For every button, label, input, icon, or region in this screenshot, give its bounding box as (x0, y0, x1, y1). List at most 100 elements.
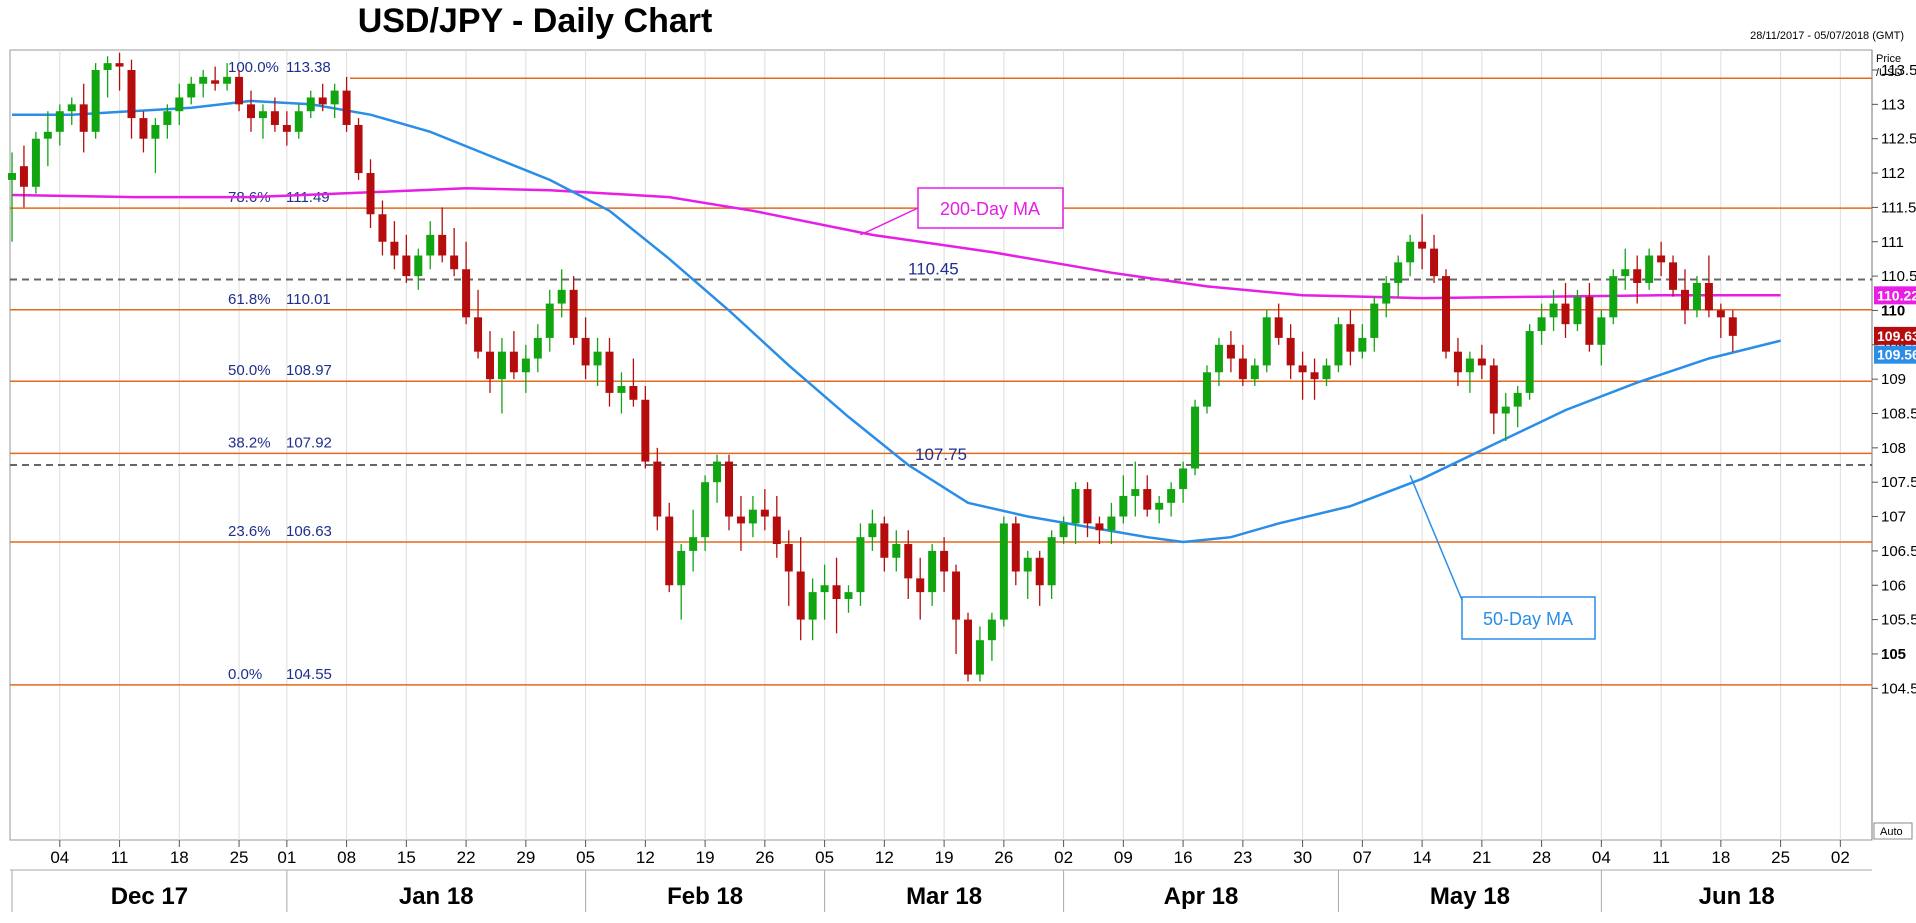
price-tick-label: 110 (1881, 302, 1905, 319)
day-tick-label: 25 (1771, 848, 1790, 867)
candle-body (916, 578, 925, 593)
candle-body (1322, 365, 1331, 380)
candle-body (462, 269, 471, 318)
candle-body (689, 537, 698, 551)
day-tick-label: 05 (815, 848, 834, 867)
candle-body (856, 537, 865, 593)
ma50-line (12, 99, 1781, 544)
candle-body (509, 351, 518, 373)
candle-body (1465, 358, 1474, 373)
day-tick-label: 25 (230, 848, 249, 867)
candle-body (1657, 255, 1666, 263)
candle-body (1238, 358, 1247, 380)
candle-body (892, 544, 901, 558)
fib-level-pct: 38.2% (228, 434, 271, 451)
candle-body (8, 173, 16, 180)
candle-body (1525, 331, 1534, 393)
candle-body (366, 173, 375, 215)
price-tick-label: 104.5 (1881, 680, 1916, 697)
candle-body (928, 550, 937, 593)
candle-body (820, 585, 829, 593)
ma200-line (11, 186, 1781, 300)
candle-body (247, 104, 255, 119)
day-tick-label: 08 (337, 848, 356, 867)
candle-body (1262, 317, 1271, 366)
auto-scale-button[interactable] (1873, 822, 1913, 840)
candle-body (175, 97, 184, 112)
ma50-callout-box (1461, 596, 1596, 640)
candle-body (1418, 241, 1427, 249)
candle-body (426, 234, 435, 256)
candle-body (605, 351, 614, 393)
day-tick-label: 22 (457, 848, 476, 867)
candle-body (975, 640, 984, 675)
day-tick-label: 26 (994, 848, 1013, 867)
price-tick-label: 106.5 (1881, 543, 1916, 560)
day-tick-label: 18 (170, 848, 189, 867)
day-tick-label: 14 (1413, 848, 1432, 867)
candle-body (438, 234, 447, 256)
fib-level-value: 104.55 (286, 666, 332, 683)
last-price-label: 110.22 (1877, 287, 1916, 303)
price-tick-label: 108.5 (1881, 406, 1916, 423)
fib-level-value: 107.92 (286, 434, 332, 451)
candle-body (521, 358, 530, 373)
candle-body (1358, 337, 1367, 352)
day-tick-label: 04 (1592, 848, 1611, 867)
candle-body (1167, 489, 1176, 503)
candle-body (306, 97, 315, 112)
candle-body (629, 386, 638, 400)
candle-body (1645, 255, 1654, 283)
day-tick-label: 11 (111, 848, 129, 867)
price-tick-label: 108 (1881, 440, 1906, 457)
candle-body (784, 544, 793, 572)
candle-body (1561, 303, 1570, 325)
candle-body (880, 523, 889, 558)
candle-body (1226, 344, 1235, 359)
candle-body (354, 124, 363, 174)
candle-body (1704, 282, 1713, 311)
day-tick-label: 26 (755, 848, 774, 867)
last-price-tag (1874, 326, 1916, 345)
candle-body (1250, 365, 1259, 380)
price-tick-label: 107 (1881, 509, 1906, 526)
day-tick-label: 28 (1532, 848, 1551, 867)
price-tick-label: 107.5 (1881, 474, 1916, 491)
candle-body (282, 124, 291, 132)
day-tick-label: 02 (1831, 848, 1850, 867)
day-tick-label: 04 (50, 848, 69, 867)
candle-body (1143, 489, 1152, 510)
day-tick-label: 30 (1293, 848, 1312, 867)
candle-body (1382, 282, 1391, 304)
candle-body (1453, 351, 1462, 373)
axis-unit-usd: /USD (1876, 67, 1902, 79)
day-tick-label: 02 (1054, 848, 1073, 867)
auto-scale-label: Auto (1880, 826, 1903, 838)
candle-body (725, 461, 733, 517)
candle-body (772, 516, 781, 545)
month-label: Feb 18 (667, 883, 743, 910)
candle-body (1430, 248, 1439, 277)
fib-level-value: 111.49 (286, 189, 330, 206)
last-price-tag (1874, 345, 1916, 364)
candle-body (1119, 495, 1128, 517)
day-tick-label: 19 (696, 848, 715, 867)
day-tick-label: 18 (1711, 848, 1730, 867)
candle-body (1692, 282, 1701, 311)
day-tick-label: 19 (935, 848, 954, 867)
candle-body (1669, 262, 1678, 290)
fib-level-value: 108.97 (286, 362, 332, 379)
candle-body (151, 124, 160, 139)
candle-body (1442, 276, 1450, 352)
month-label: May 18 (1430, 883, 1510, 910)
candle-body (952, 571, 961, 620)
month-label: Apr 18 (1164, 883, 1239, 910)
support-resistance-label: 110.45 (908, 260, 959, 279)
candle-body (796, 571, 805, 620)
fib-level-pct: 23.6% (228, 523, 271, 540)
price-tick-label: 113.5 (1881, 62, 1916, 79)
candle-body (450, 255, 459, 270)
candle-body (1203, 372, 1211, 407)
candle-body (533, 337, 542, 359)
candle-body (557, 289, 566, 304)
